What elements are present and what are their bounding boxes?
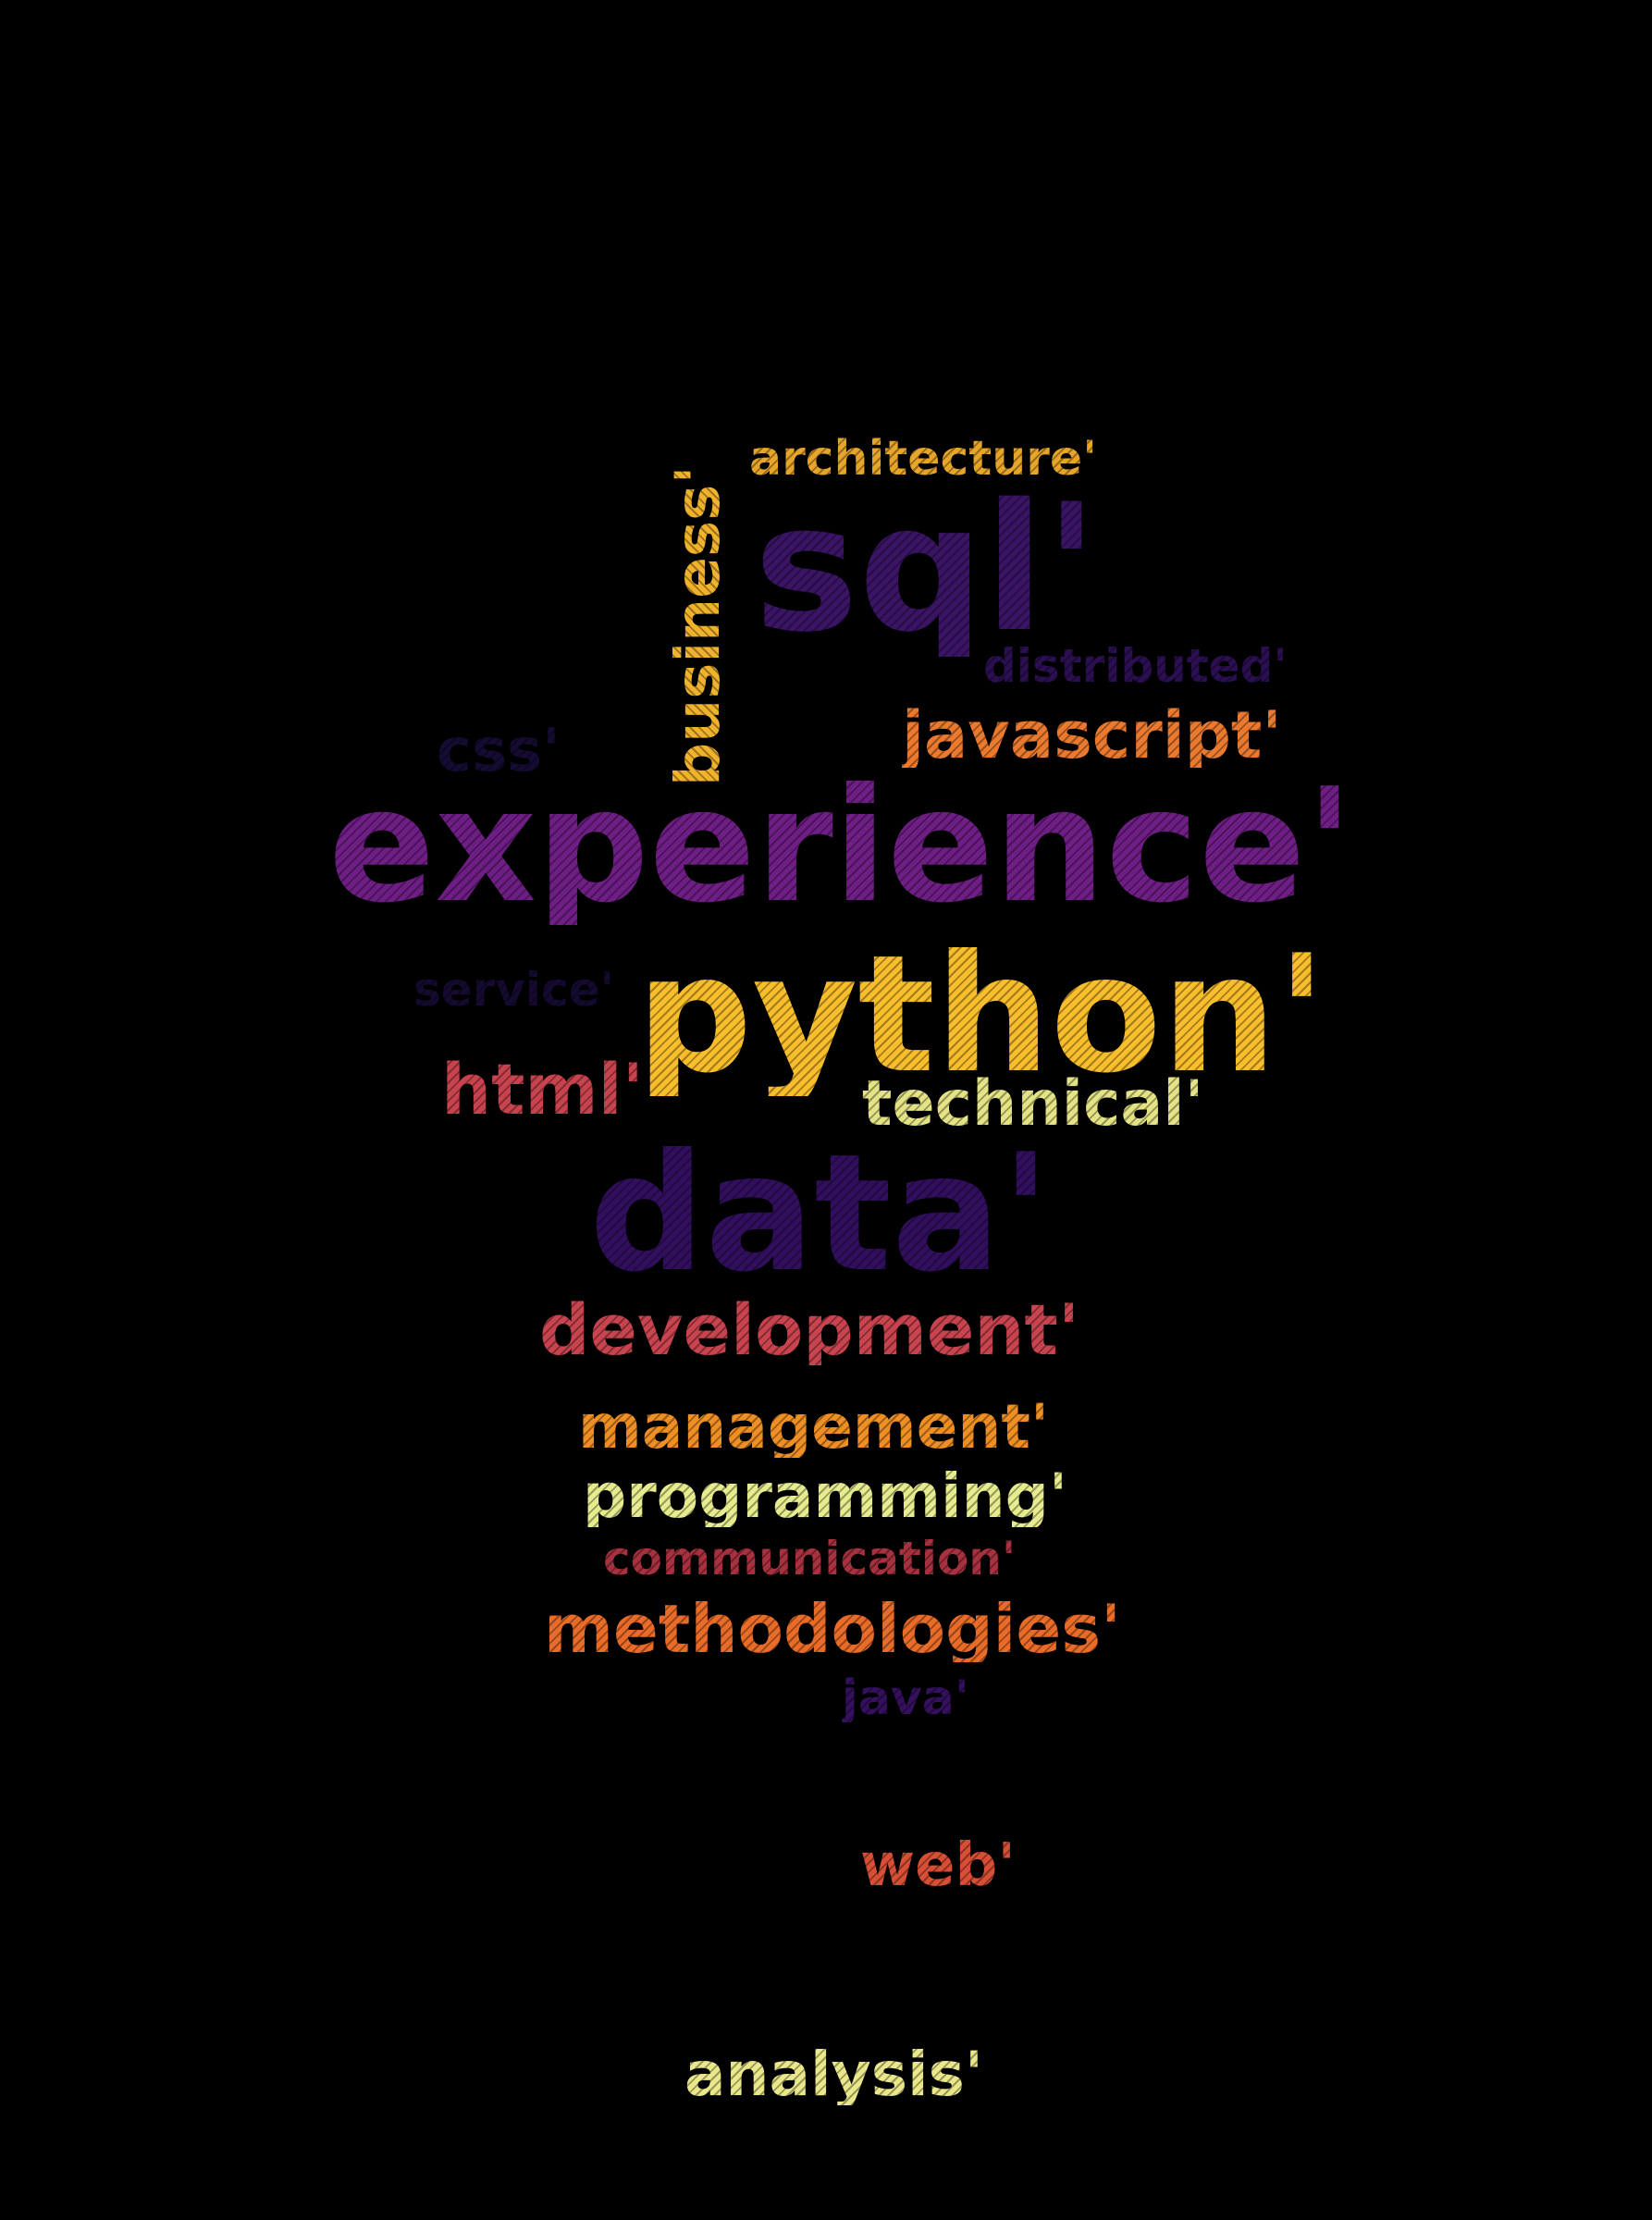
word-architecture: architecture' [749, 431, 1098, 487]
word-javascript: javascript' [902, 697, 1282, 773]
word-communication: communication' [603, 1532, 1017, 1585]
word-css: css' [437, 717, 561, 785]
word-analysis: analysis' [684, 2039, 984, 2110]
word-management: management' [578, 1391, 1050, 1462]
word-distributed: distributed' [983, 639, 1288, 693]
word-python: python' [636, 921, 1326, 1109]
word-programming: programming' [583, 1461, 1068, 1532]
word-technical: technical' [862, 1067, 1204, 1141]
word-java: java' [842, 1671, 969, 1726]
word-methodologies: methodologies' [544, 1590, 1122, 1668]
word-web: web' [860, 1832, 1016, 1900]
word-experience: experience' [328, 755, 1354, 938]
word-html: html' [441, 1048, 644, 1130]
word-development: development' [539, 1289, 1080, 1371]
word-data: data' [589, 1120, 1051, 1308]
word-service: service' [413, 963, 614, 1017]
word-sql: sql' [754, 466, 1099, 671]
word-business: business' [662, 465, 734, 786]
